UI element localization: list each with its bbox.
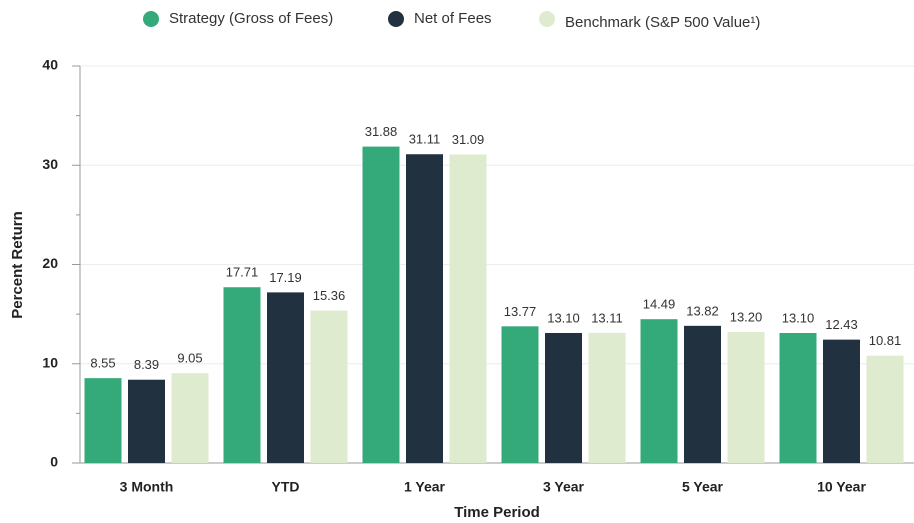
x-tick-label: 5 Year [682,479,724,495]
bar [866,355,904,463]
data-label: 12.43 [825,317,858,332]
bar [501,326,539,463]
y-tick-label: 20 [42,255,58,271]
bar [823,339,860,463]
x-tick-label: YTD [272,479,300,495]
data-label: 15.36 [313,288,346,303]
bar [267,292,304,463]
data-label: 13.77 [504,304,537,319]
y-tick-label: 0 [50,454,58,470]
data-label: 10.81 [869,333,902,348]
bar [779,332,817,463]
data-label: 13.11 [591,310,623,325]
bar [545,332,582,463]
bar [684,325,721,463]
data-label: 8.39 [134,357,159,372]
bar [449,154,487,463]
x-tick-label: 3 Month [120,479,174,495]
legend-marker [539,11,555,27]
bar [588,332,626,463]
data-label: 31.88 [365,124,398,139]
data-label: 31.11 [409,132,441,147]
bar [727,331,765,463]
bar [223,287,261,463]
legend-label: Net of Fees [414,10,492,27]
bar [310,310,348,463]
data-label: 17.71 [226,265,259,280]
legend-marker [388,11,404,27]
data-label: 9.05 [177,351,202,366]
legend-label: Benchmark (S&P 500 Value¹) [565,14,760,31]
x-tick-label: 1 Year [404,479,446,495]
data-label: 13.82 [686,303,719,318]
y-tick-label: 40 [42,57,58,73]
bar [171,373,209,463]
bar [362,146,400,463]
bar [84,378,122,463]
x-tick-label: 10 Year [817,479,866,495]
data-label: 14.49 [643,297,676,312]
y-axis-title: Percent Return [9,211,26,319]
bar [406,154,443,463]
data-label: 8.55 [90,356,115,371]
legend-marker [143,11,159,27]
x-axis-title: Time Period [454,504,540,521]
data-label: 31.09 [452,132,485,147]
bar [640,319,678,463]
data-label: 13.10 [547,310,580,325]
data-label: 13.20 [730,309,763,324]
data-label: 13.10 [782,310,815,325]
bar [128,379,165,463]
data-label: 17.19 [269,270,302,285]
legend-label: Strategy (Gross of Fees) [169,10,333,27]
y-tick-label: 30 [42,156,58,172]
y-tick-label: 10 [42,354,58,370]
x-tick-label: 3 Year [543,479,585,495]
